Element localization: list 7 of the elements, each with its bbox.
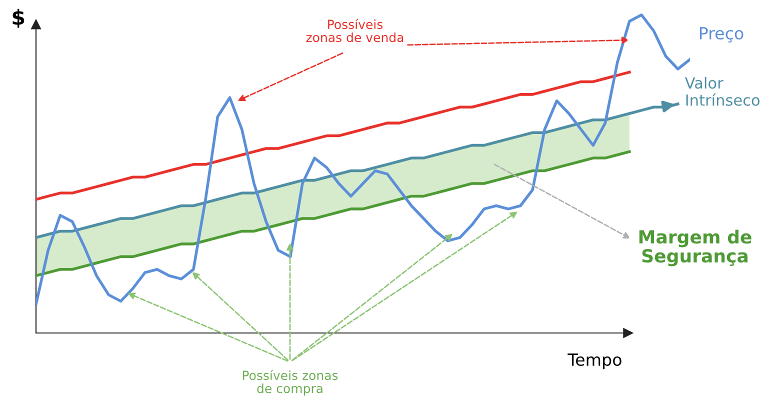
annotation: Margem de Segurança xyxy=(639,230,752,266)
annotation: Possíveis zonas de venda xyxy=(306,18,404,42)
y-axis-title: $ xyxy=(12,8,24,28)
x-axis-title: Tempo xyxy=(568,354,622,370)
text: Possíveis zonas de compra xyxy=(242,370,338,396)
series-label: Preço xyxy=(700,27,744,43)
series-label: Valor Intrínseco xyxy=(684,76,760,106)
